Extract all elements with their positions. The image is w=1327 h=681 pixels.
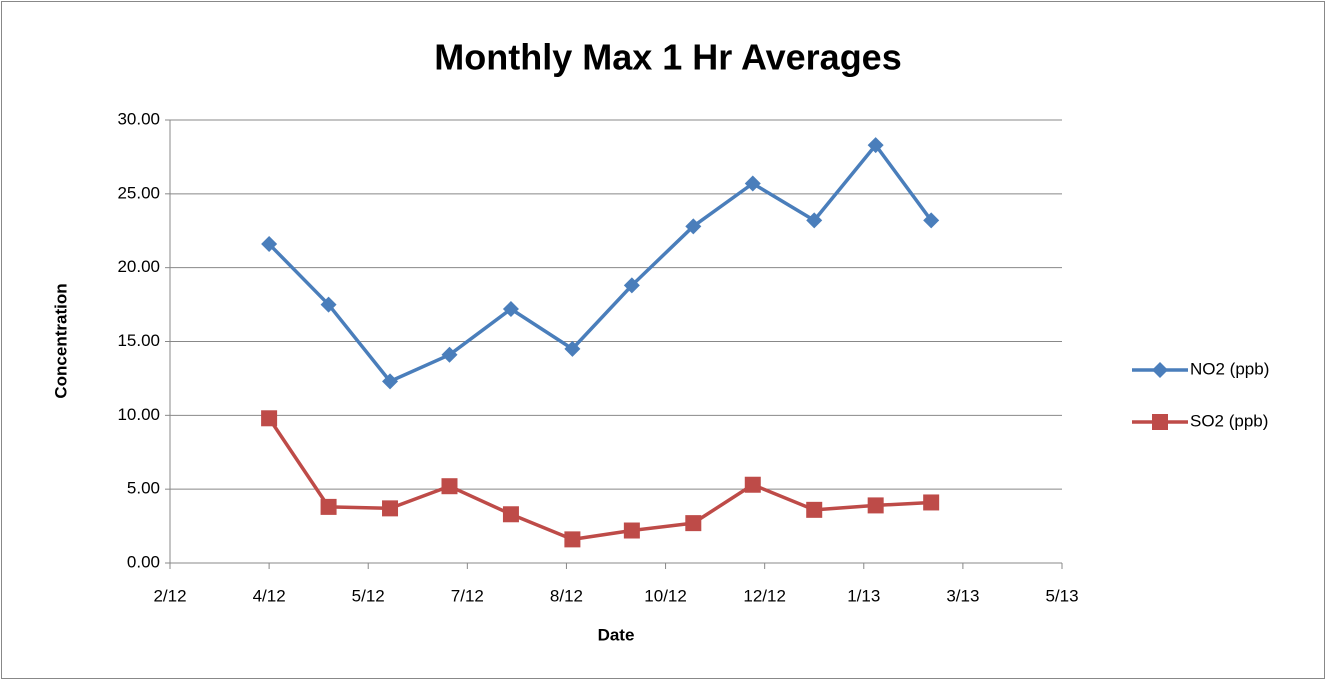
marker	[685, 515, 702, 532]
x-tick-label: 4/12	[253, 586, 286, 605]
x-tick-label: 7/12	[451, 586, 484, 605]
marker	[502, 506, 519, 523]
x-tick-label: 3/13	[946, 586, 979, 605]
x-tick-label: 10/12	[644, 586, 687, 605]
marker	[806, 212, 823, 229]
marker	[806, 501, 823, 518]
x-tick-label: 12/12	[743, 586, 786, 605]
marker	[564, 340, 581, 357]
marker	[502, 301, 519, 318]
series-line	[267, 417, 932, 542]
legend-label: SO2 (ppb)	[1190, 411, 1268, 430]
legend-label: NO2 (ppb)	[1190, 359, 1269, 378]
y-tick-label: 15.00	[117, 331, 160, 350]
x-tick-label: 1/13	[847, 586, 880, 605]
y-tick-label: 5.00	[127, 479, 160, 498]
x-tick-label: 5/13	[1045, 586, 1078, 605]
y-tick-label: 10.00	[117, 405, 160, 424]
legend-marker	[1152, 362, 1168, 378]
x-axis-label: Date	[598, 625, 635, 644]
y-tick-label: 20.00	[117, 257, 160, 276]
y-axis-label: Concentration	[51, 283, 70, 398]
marker	[623, 277, 640, 294]
x-tick-label: 2/12	[153, 586, 186, 605]
marker	[441, 478, 458, 495]
marker	[867, 137, 884, 154]
y-tick-label: 0.00	[127, 552, 160, 571]
marker	[564, 531, 581, 548]
marker	[923, 494, 940, 511]
marker	[441, 346, 458, 363]
x-tick-label: 8/12	[550, 586, 583, 605]
marker	[685, 218, 702, 235]
marker	[623, 522, 640, 539]
y-tick-label: 25.00	[117, 183, 160, 202]
marker	[923, 212, 940, 229]
legend-marker	[1152, 414, 1168, 430]
marker	[744, 175, 761, 192]
series-line	[267, 143, 933, 384]
marker	[867, 497, 884, 514]
marker	[744, 476, 761, 493]
marker	[261, 236, 278, 253]
marker	[382, 500, 399, 517]
chart-title: Monthly Max 1 Hr Averages	[434, 37, 901, 78]
marker	[382, 373, 399, 390]
marker	[320, 296, 337, 313]
marker	[320, 498, 337, 515]
marker	[261, 410, 278, 427]
x-tick-label: 5/12	[352, 586, 385, 605]
y-tick-label: 30.00	[117, 109, 160, 128]
